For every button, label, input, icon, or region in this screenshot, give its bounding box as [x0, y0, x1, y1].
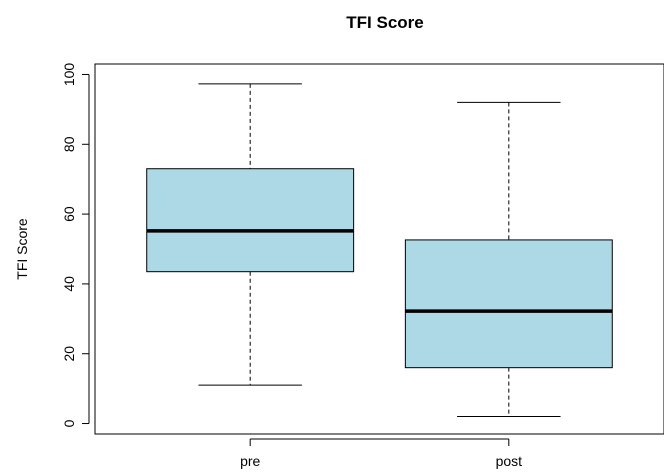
box-post [404, 101, 613, 418]
y-tick-label: 20 [61, 346, 77, 362]
x-tick-label-post: post [496, 453, 523, 469]
box-pre [146, 83, 355, 386]
iqr-box [404, 239, 613, 369]
y-tick-label: 80 [61, 136, 77, 152]
x-tick-label-pre: pre [240, 453, 260, 469]
y-tick-label: 40 [61, 276, 77, 292]
y-axis-label: TFI Score [14, 218, 30, 280]
y-axis: 0 20 40 60 80 100 [61, 63, 90, 427]
x-axis: pre post [240, 438, 523, 469]
y-tick-label: 60 [61, 206, 77, 222]
plot-frame [94, 63, 664, 435]
y-tick-label: 100 [61, 63, 77, 87]
iqr-box [146, 168, 355, 273]
box-series [146, 83, 613, 418]
y-tick-label: 0 [61, 419, 77, 427]
chart-title: TFI Score [346, 13, 423, 32]
